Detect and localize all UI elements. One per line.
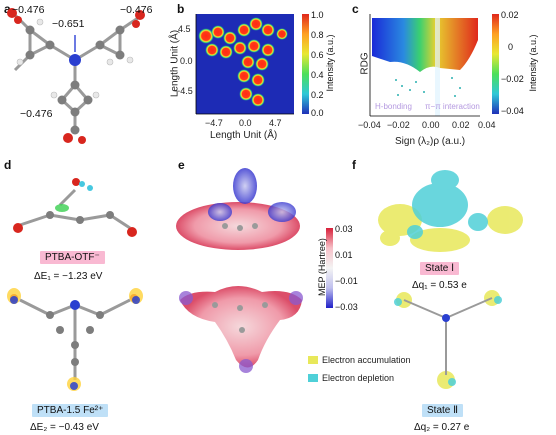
c-xtick-3: 0.00 (422, 120, 440, 130)
b-cbar-tick-2: 0.8 (311, 30, 324, 40)
c-cbar-tick-3: −0.02 (501, 74, 524, 84)
ptba-otf-label: PTBA-OTF⁻ (40, 251, 105, 264)
b-xtick-1: −4.7 (205, 118, 223, 128)
c-cbar-tick-2: 0 (508, 42, 514, 52)
delta-e1-value: ΔE₁ = −1.23 eV (34, 271, 103, 282)
b-cbar-tick-3: 0.6 (311, 50, 324, 60)
b-xtick-2: 0.0 (239, 118, 252, 128)
delta-q2-value: Δq₂ = 0.27 e (414, 422, 470, 433)
c-xtick-5: 0.04 (478, 120, 496, 130)
delta-q1-value: Δq₁ = 0.53 e (412, 280, 467, 291)
b-ytick-1: 4.5 (178, 24, 191, 34)
c-xtick-4: 0.02 (452, 120, 470, 130)
e-cbar-tick-2: 0.01 (335, 250, 353, 260)
panel-label-d: d (4, 158, 12, 172)
panel-label-b: b (177, 2, 185, 16)
e-cbar-tick-1: 0.03 (335, 224, 353, 234)
b-cbar-tick-4: 0.4 (311, 70, 324, 80)
c-annot-pipi: π−π interaction (425, 102, 480, 111)
panel-label-e: e (178, 158, 185, 172)
b-cbar-tick-5: 0.2 (311, 90, 324, 100)
ptba-fe-label: PTBA-1.5 Fe²⁺ (32, 404, 109, 417)
e-colorbar (326, 228, 333, 308)
e-cbar-tick-3: −0.01 (335, 276, 358, 286)
c-xtick-2: −0.02 (387, 120, 410, 130)
b-cbar-tick-1: 1.0 (311, 10, 324, 20)
panel-label-c: c (352, 2, 359, 16)
c-xlabel: Sign (λ₂)ρ (a.u.) (395, 136, 466, 147)
c-cbar-tick-1: 0.02 (501, 10, 519, 20)
b-ytick-3: −4.5 (175, 86, 193, 96)
c-colorbar (492, 14, 499, 114)
charge-label-3: −0.476 (120, 4, 153, 16)
e-cbar-tick-4: −0.03 (335, 302, 358, 312)
legend-accumulation-label: Electron accumulation (322, 355, 411, 365)
b-xlabel: Length Unit (Å) (210, 130, 278, 141)
panel-label-a: a (4, 2, 11, 16)
c-annot-hbond: H-bonding (375, 102, 412, 111)
state-1-label: State Ⅰ (420, 262, 460, 275)
charge-label-4: −0.476 (20, 108, 53, 120)
b-xtick-3: 4.7 (269, 118, 282, 128)
state-2-label: State Ⅱ (422, 404, 464, 417)
c-cbar-tick-4: −0.04 (501, 106, 524, 116)
delta-e2-value: ΔE₂ = −0.43 eV (30, 422, 99, 433)
b-colorbar (302, 14, 309, 114)
legend-depletion-label: Electron depletion (322, 373, 395, 383)
legend-accumulation-swatch (308, 356, 318, 364)
b-cbar-tick-6: 0.0 (311, 108, 324, 118)
legend-depletion-swatch (308, 374, 318, 382)
panel-label-f: f (352, 158, 356, 172)
c-xtick-1: −0.04 (358, 120, 381, 130)
b-ytick-2: 0.0 (180, 56, 193, 66)
charge-label-1: −0.476 (12, 4, 45, 16)
charge-label-2: −0.651 (52, 18, 85, 30)
